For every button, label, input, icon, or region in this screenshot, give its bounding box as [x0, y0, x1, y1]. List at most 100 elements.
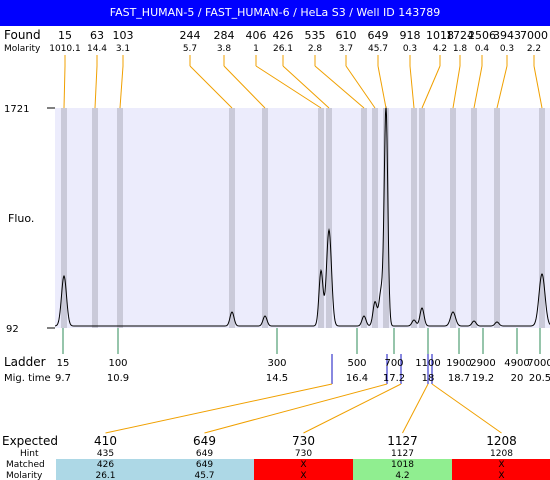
found-molarity-label: 5.7	[183, 44, 197, 54]
ladder-mig-time-label: 10.9	[107, 373, 129, 384]
expected-connector	[431, 383, 502, 434]
found-connector	[223, 65, 266, 109]
ladder-mig-time-label: 20.5	[529, 373, 550, 384]
matched-molarity-value: 4.2	[395, 471, 409, 480]
found-molarity-label: 3.8	[217, 44, 232, 54]
expected-connector	[105, 383, 333, 434]
found-connector	[473, 65, 483, 109]
ladder-size-label: 2900	[470, 358, 495, 369]
peak-band	[450, 108, 456, 328]
chart-title: FAST_HUMAN-5 / FAST_HUMAN-6 / HeLa S3 / …	[0, 0, 550, 26]
hint-value: 1127	[391, 449, 414, 459]
expected-value: 1208	[486, 434, 517, 448]
ladder-mig-time-label: 18	[422, 373, 435, 384]
found-molarity-label: 1.8	[453, 44, 468, 54]
found-size-label: 7000	[520, 29, 548, 42]
peak-band	[361, 108, 367, 328]
peak-band	[539, 108, 545, 328]
expected-value: 1127	[387, 434, 418, 448]
found-connector	[314, 65, 365, 109]
peak-band	[471, 108, 477, 328]
found-size-label: 244	[180, 29, 201, 42]
peak-band	[61, 108, 67, 328]
found-size-label: 284	[214, 29, 235, 42]
ladder-mig-time-label: 20	[511, 373, 524, 384]
found-molarity-label: 2.2	[527, 44, 541, 54]
ladder-size-label: 700	[384, 358, 403, 369]
hint-row-label: Hint	[20, 449, 39, 459]
plot-area	[55, 108, 550, 328]
found-connector	[282, 65, 330, 109]
ladder-row-label: Ladder	[4, 355, 46, 369]
peak-band	[419, 108, 425, 328]
found-molarity-label: 26.1	[273, 44, 293, 54]
hint-value: 649	[196, 449, 213, 459]
found-molarity-label: 3.7	[339, 44, 353, 54]
found-connector	[533, 65, 543, 109]
found-molarity-label: 0.4	[475, 44, 490, 54]
found-size-label: 918	[400, 29, 421, 42]
matched-value: X	[300, 460, 306, 470]
expected-cell	[155, 459, 254, 480]
matched-molarity-value: 26.1	[95, 471, 115, 480]
found-connector	[377, 65, 387, 109]
found-size-label: 63	[90, 29, 104, 42]
found-size-label: 2506	[468, 29, 496, 42]
expected-molarity-row-label: Molarity	[6, 471, 43, 480]
matched-value: 649	[196, 460, 213, 470]
peak-band	[92, 108, 98, 328]
expected-cell	[254, 459, 353, 480]
found-size-label: 1724	[446, 29, 474, 42]
peak-band	[383, 108, 389, 328]
found-size-label: 1018	[426, 29, 454, 42]
found-connector	[119, 65, 124, 109]
found-molarity-label: 1	[253, 44, 259, 54]
ladder-mig-time-label: 16.4	[346, 373, 368, 384]
matched-value: X	[498, 460, 504, 470]
found-connector	[345, 65, 376, 109]
found-connector	[63, 65, 66, 109]
found-connector	[94, 65, 98, 109]
peak-band	[372, 108, 378, 328]
matched-molarity-value: X	[300, 471, 306, 480]
peak-band	[262, 108, 268, 328]
expected-connector	[204, 383, 388, 434]
ladder-size-label: 500	[347, 358, 366, 369]
ladder-size-label: 15	[57, 358, 70, 369]
y-tick-label: 1721	[4, 104, 29, 115]
expected-cell	[56, 459, 155, 480]
expected-value: 649	[193, 434, 216, 448]
peak-band	[117, 108, 123, 328]
matched-molarity-value: 45.7	[194, 471, 214, 480]
found-size-label: 3943	[493, 29, 521, 42]
y-axis-label: Fluo.	[8, 212, 34, 225]
molarity-row-label: Molarity	[4, 44, 41, 54]
fluorescence-trace	[54, 106, 550, 327]
peak-band	[326, 108, 332, 328]
found-size-label: 103	[113, 29, 134, 42]
found-molarity-label: 14.4	[87, 44, 107, 54]
expected-cell	[353, 459, 452, 480]
matched-row-label: Matched	[6, 460, 45, 470]
mig-time-row-label: Mig. time	[4, 373, 51, 384]
peak-band	[494, 108, 500, 328]
expected-value: 730	[292, 434, 315, 448]
found-connector	[452, 65, 461, 109]
found-molarity-label: 3.1	[116, 44, 130, 54]
ladder-mig-time-label: 14.5	[266, 373, 288, 384]
found-molarity-label: 0.3	[500, 44, 514, 54]
found-connector	[189, 65, 233, 109]
found-molarity-label: 2.8	[308, 44, 323, 54]
ladder-mig-time-label: 17.2	[383, 373, 405, 384]
found-molarity-label: 45.7	[368, 44, 388, 54]
peak-band	[229, 108, 235, 328]
found-connector	[496, 65, 508, 109]
found-size-label: 426	[273, 29, 294, 42]
found-connector	[421, 65, 441, 109]
found-size-label: 15	[58, 29, 72, 42]
found-row-label: Found	[4, 28, 41, 42]
found-size-label: 610	[336, 29, 357, 42]
ladder-size-label: 300	[267, 358, 286, 369]
ladder-mig-time-label: 18.7	[448, 373, 470, 384]
